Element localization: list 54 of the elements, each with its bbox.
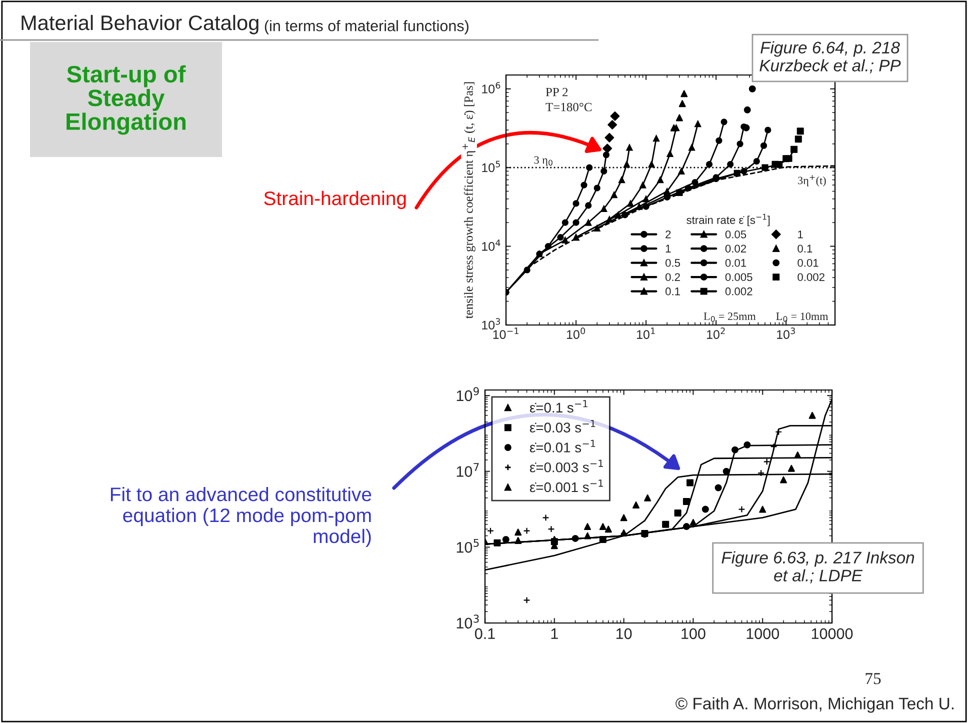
y-tick-label: 10$^{3}$ [482,318,500,330]
y-tick-label: 10$^{6}$ [482,82,500,94]
legend-label: 0.02 [725,244,746,253]
legend-label: 0.01 [798,258,818,267]
y-tick-label: 10$^{9}$ [456,387,479,402]
x-tick-label: 1000 [746,628,779,640]
legend-label: 0.1 [665,287,680,296]
text: Material Behavior Catalog [22,14,258,34]
legend-title: strain rate ε̇ [s$^{−1}$] [686,214,770,226]
legend-label: ε̇=0.003 s$^{−1}$ [530,460,603,472]
text: Strain-hardening [264,190,406,210]
legend-label: 0.005 [725,273,752,282]
legend-label: ε̇=0.01 s$^{−1}$ [530,440,596,452]
ref-line-label: 3 η$_{0}$ [534,156,552,166]
annotation: T=180°C [546,102,592,112]
x-tick-label: 10$^{0}$ [566,328,586,339]
legend-label: 0.2 [665,273,680,282]
annotation: L$_{0}$ = 25mm [704,312,756,322]
y-tick-label: 10$^{4}$ [482,240,500,251]
annotation: 3η$^{+}$(t) [798,175,826,186]
x-tick-label: 100 [682,628,706,640]
x-tick-label: 1 [551,628,558,639]
x-tick-label: 10000 [812,628,853,640]
x-tick-label: 10$^{2}$ [707,328,725,339]
text: 75 [866,673,881,684]
text: © Faith A. Morrison, Michigan Tech U. [676,697,954,713]
legend-label: 0.002 [798,273,824,282]
legend-label: ε̇=0.03 s$^{−1}$ [530,420,596,432]
y-tick-label: 10$^{5}$ [456,538,479,553]
legend-label: 0.002 [725,287,752,296]
legend-label: ε̇=0.1 s$^{−1}$ [530,400,588,413]
y-axis-title: tensile stress growth coefficient η$^{+}$$_{E}$ (t, ε̇) [Pas] [462,82,476,319]
legend-label: ε̇=0.001 s$^{−1}$ [530,480,603,492]
caption: Figure 6.64, p. 218 Kurzbeck et al.; PP [760,41,901,74]
text: Fit to an advanced constitutive equation (12 mode pom-pom model) [110,486,372,547]
text: (in terms of material functions) [264,20,468,34]
legend-label: 2 [666,230,671,238]
annotation: Figure 6.63, p. 217 Inkson et al.; LDPE [722,551,914,584]
legend-label: 0.05 [725,230,746,238]
x-tick-label: 10$^{1}$ [636,328,655,339]
y-tick-label: 10$^{3}$ [456,614,479,629]
x-tick-label: 0.1 [474,628,495,640]
x-tick-label: 10$^{3}$ [777,328,795,339]
x-tick-label: 10$^{−1}$ [493,328,518,339]
y-tick-label: 10$^{5}$ [482,160,500,172]
legend-label: 1 [666,244,671,252]
y-tick-label: 10$^{7}$ [456,463,479,477]
x-tick-label: 10 [616,628,632,640]
legend-label: 1 [798,230,803,238]
legend-label: 0.1 [798,244,812,253]
legend-label: 0.5 [665,258,680,267]
legend-label: 0.01 [725,258,746,267]
text: Start-up of Steady Elongation [66,65,186,135]
annotation: PP 2 [546,88,568,96]
